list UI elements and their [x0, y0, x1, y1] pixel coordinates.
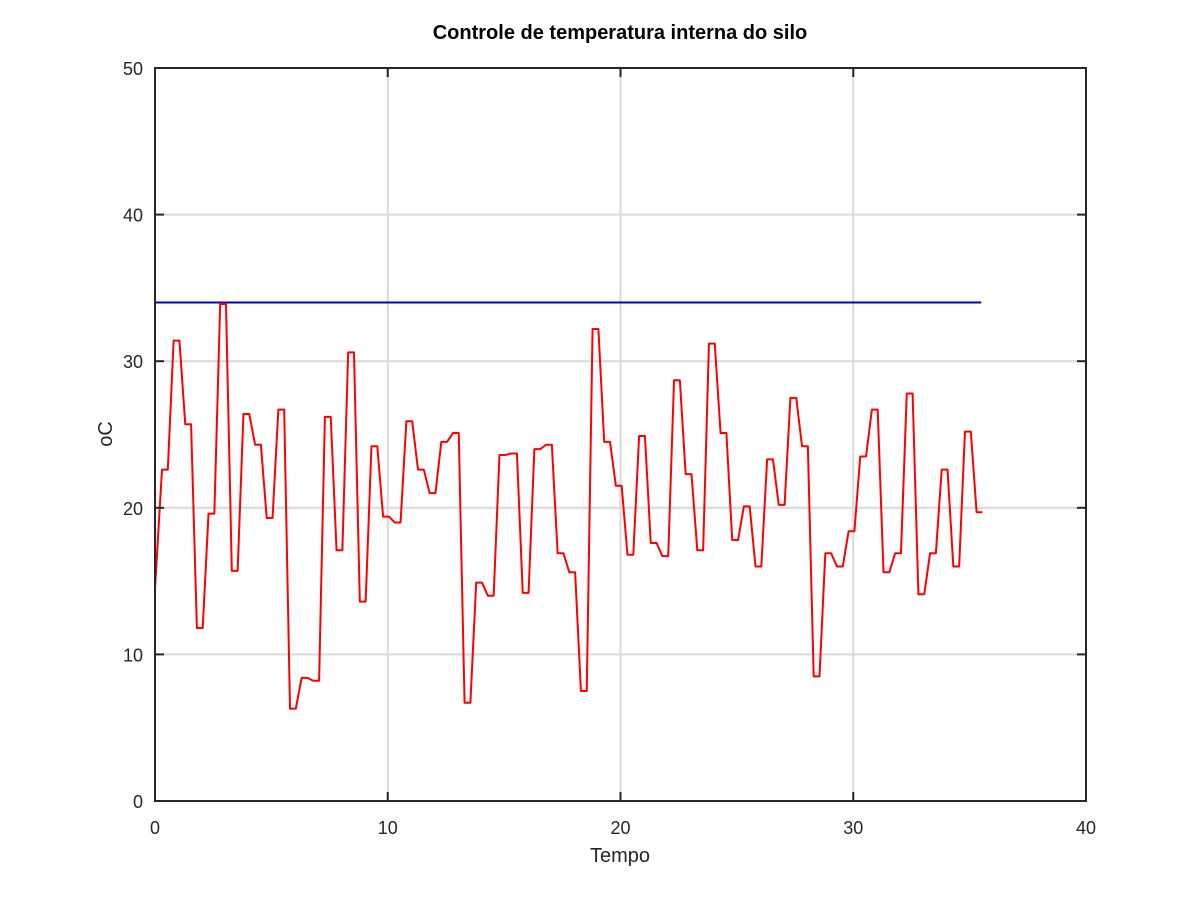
x-tick-label: 20	[610, 818, 630, 838]
x-tick-label: 40	[1076, 818, 1096, 838]
x-tick-label: 0	[150, 818, 160, 838]
y-axis-label: oC	[95, 421, 117, 447]
y-tick-label: 40	[123, 206, 143, 226]
y-tick-label: 0	[133, 792, 143, 812]
chart-title: Controle de temperatura interna do silo	[433, 22, 808, 44]
x-axis-label: Tempo	[590, 845, 650, 867]
ticks: 0 10 20 30 40 0 10 20 30 40 50	[123, 59, 1096, 838]
y-tick-label: 50	[123, 59, 143, 79]
series-group	[154, 301, 983, 710]
y-tick-label: 10	[123, 645, 143, 665]
grid	[155, 68, 1086, 801]
series-line-2	[154, 303, 983, 710]
y-tick-label: 30	[123, 352, 143, 372]
x-tick-label: 30	[843, 818, 863, 838]
y-tick-label: 20	[123, 499, 143, 519]
x-tick-label: 10	[378, 818, 398, 838]
